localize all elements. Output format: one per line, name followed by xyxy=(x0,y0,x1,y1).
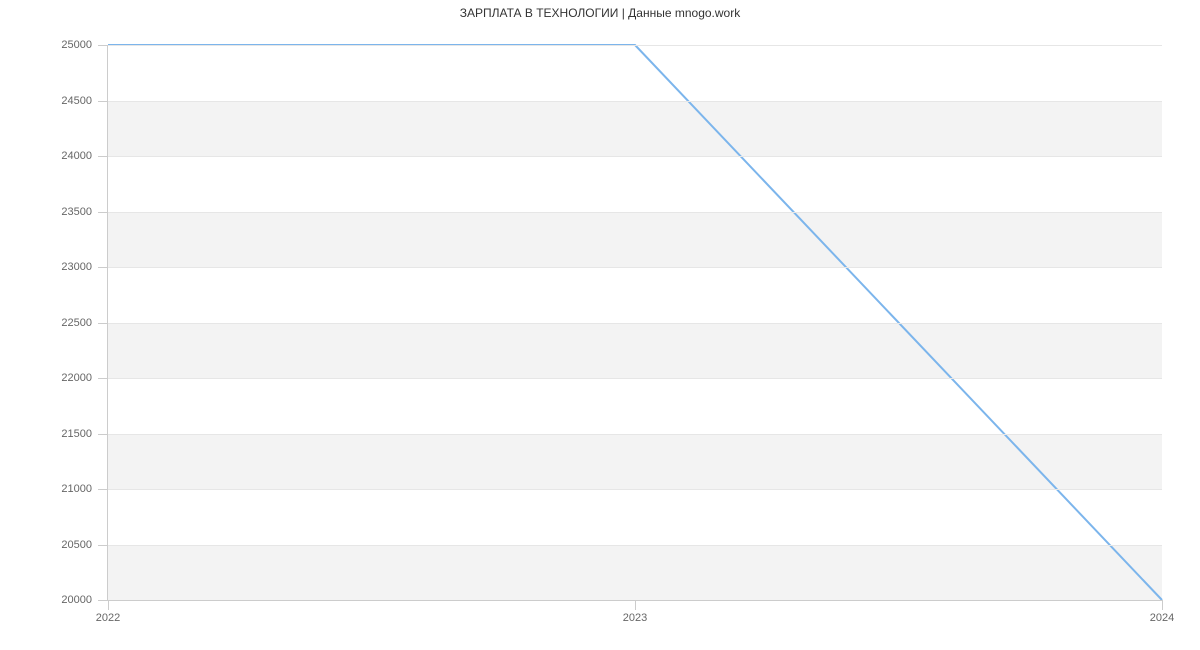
y-tick xyxy=(98,323,108,324)
y-tick-label: 21500 xyxy=(0,428,92,440)
y-tick xyxy=(98,545,108,546)
gridline xyxy=(108,323,1162,324)
y-tick-label: 25000 xyxy=(0,39,92,51)
chart-container: ЗАРПЛАТА В ТЕХНОЛОГИИ | Данные mnogo.wor… xyxy=(0,0,1200,650)
gridline xyxy=(108,156,1162,157)
gridline xyxy=(108,378,1162,379)
y-tick xyxy=(98,45,108,46)
y-tick-label: 24500 xyxy=(0,95,92,107)
y-tick-label: 20500 xyxy=(0,539,92,551)
gridline xyxy=(108,489,1162,490)
x-tick xyxy=(1162,600,1163,610)
x-tick-label: 2024 xyxy=(1150,612,1174,624)
gridline xyxy=(108,267,1162,268)
gridline xyxy=(108,101,1162,102)
y-tick xyxy=(98,378,108,379)
y-tick-label: 20000 xyxy=(0,594,92,606)
gridline xyxy=(108,434,1162,435)
chart-title: ЗАРПЛАТА В ТЕХНОЛОГИИ | Данные mnogo.wor… xyxy=(0,6,1200,20)
y-tick-label: 21000 xyxy=(0,483,92,495)
gridline xyxy=(108,545,1162,546)
y-tick-label: 22500 xyxy=(0,317,92,329)
x-tick xyxy=(108,600,109,610)
y-tick xyxy=(98,156,108,157)
y-tick xyxy=(98,434,108,435)
y-tick xyxy=(98,489,108,490)
x-tick-label: 2023 xyxy=(623,612,647,624)
x-tick-label: 2022 xyxy=(96,612,120,624)
y-tick xyxy=(98,101,108,102)
y-tick-label: 23000 xyxy=(0,261,92,273)
y-tick xyxy=(98,267,108,268)
x-tick xyxy=(635,600,636,610)
y-tick-label: 22000 xyxy=(0,372,92,384)
y-tick-label: 24000 xyxy=(0,150,92,162)
plot-area xyxy=(108,45,1162,600)
y-tick-label: 23500 xyxy=(0,206,92,218)
y-tick xyxy=(98,212,108,213)
gridline xyxy=(108,45,1162,46)
y-tick xyxy=(98,600,108,601)
gridline xyxy=(108,212,1162,213)
